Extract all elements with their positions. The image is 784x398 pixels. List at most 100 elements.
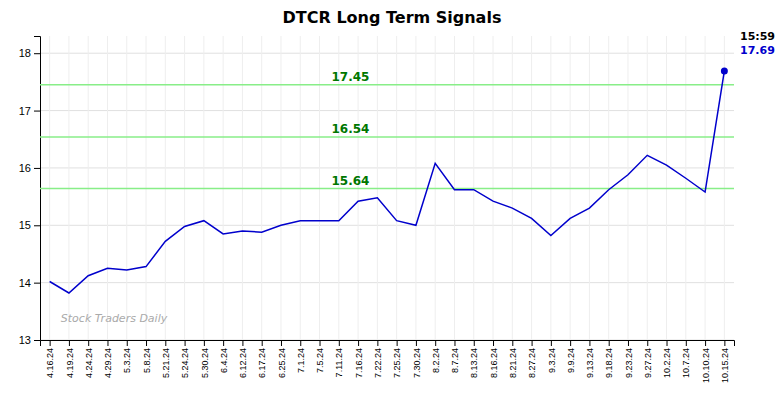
x-tick: 6.4.24 bbox=[219, 340, 229, 373]
x-tick-mark bbox=[127, 340, 128, 346]
x-tick-label: 9.3.24 bbox=[547, 348, 557, 373]
y-tick-mark bbox=[34, 168, 40, 169]
y-tick-mark bbox=[34, 340, 40, 341]
x-tick-label: 6.25.24 bbox=[277, 348, 287, 378]
x-tick: 8.16.24 bbox=[489, 340, 499, 378]
grid-line-y bbox=[40, 225, 734, 226]
grid-line-y bbox=[40, 282, 734, 283]
x-tick: 7.1.24 bbox=[296, 340, 306, 373]
x-tick-label: 9.9.24 bbox=[566, 348, 576, 373]
y-axis-line bbox=[34, 37, 41, 341]
grid-line-y bbox=[40, 53, 734, 54]
x-tick-label: 5.24.24 bbox=[180, 348, 190, 378]
y-tick: 13 bbox=[19, 334, 40, 346]
x-tick-label: 5.30.24 bbox=[200, 348, 210, 378]
y-tick-label: 16 bbox=[19, 162, 31, 174]
x-tick-mark bbox=[647, 340, 648, 346]
x-tick: 6.25.24 bbox=[277, 340, 287, 378]
x-tick-mark bbox=[185, 340, 186, 346]
x-tick-label: 9.23.24 bbox=[624, 348, 634, 378]
x-tick-label: 9.27.24 bbox=[643, 348, 653, 378]
x-tick: 5.30.24 bbox=[200, 340, 210, 378]
y-tick: 15 bbox=[19, 219, 40, 231]
x-tick: 9.3.24 bbox=[547, 340, 557, 373]
y-tick-label: 17 bbox=[19, 105, 31, 117]
x-tick: 7.11.24 bbox=[334, 340, 344, 377]
y-tick-label: 14 bbox=[19, 277, 31, 289]
plot: 4.16.24 4.19.24 4.24.24 4.29.24 5.3.24 5.8.24… bbox=[19, 30, 775, 383]
x-tick: 8.7.24 bbox=[450, 340, 460, 373]
x-tick-mark bbox=[454, 340, 455, 346]
x-tick-mark bbox=[512, 340, 513, 346]
x-tick-mark bbox=[493, 340, 494, 346]
x-tick-label: 4.16.24 bbox=[45, 348, 55, 378]
x-tick-label: 5.8.24 bbox=[142, 348, 152, 373]
x-tick: 4.24.24 bbox=[84, 340, 94, 378]
x-tick: 9.18.24 bbox=[604, 340, 614, 378]
annotation-time: 15:59 bbox=[740, 30, 775, 43]
x-tick: 9.13.24 bbox=[585, 340, 595, 378]
x-tick-mark bbox=[570, 340, 571, 346]
marks bbox=[40, 67, 734, 292]
x-tick: 4.16.24 bbox=[45, 340, 55, 378]
annotations: 15.6416.5417.4515:5917.69Stock Traders D… bbox=[61, 30, 775, 325]
y-tick-mark bbox=[34, 53, 40, 54]
title: DTCR Long Term Signals bbox=[283, 8, 502, 27]
x-tick-mark bbox=[281, 340, 282, 346]
x-tick-label: 9.18.24 bbox=[604, 348, 614, 378]
x-tick: 9.23.24 bbox=[624, 340, 634, 378]
hline bbox=[40, 136, 734, 138]
x-tick-mark bbox=[300, 340, 301, 346]
x-tick-label: 7.30.24 bbox=[412, 348, 422, 378]
y-tick-label: 13 bbox=[19, 334, 31, 346]
x-tick-label: 5.21.24 bbox=[161, 348, 171, 378]
x-tick-label: 4.29.24 bbox=[103, 348, 113, 378]
x-tick-label: 8.27.24 bbox=[527, 348, 537, 378]
x-tick-mark bbox=[88, 340, 89, 346]
x-tick: 6.12.24 bbox=[238, 340, 248, 378]
annotation-value: 17.69 bbox=[740, 44, 775, 57]
x-tick: 5.3.24 bbox=[122, 340, 132, 373]
x-tick: 8.13.24 bbox=[469, 340, 479, 378]
y-tick-mark bbox=[34, 283, 40, 284]
x-tick-label: 7.11.24 bbox=[334, 348, 344, 377]
x-tick-mark bbox=[724, 340, 725, 346]
grid bbox=[40, 36, 734, 340]
x-tick-mark bbox=[686, 340, 687, 346]
y-tick-label: 18 bbox=[19, 47, 31, 59]
x-tick-label: 6.17.24 bbox=[257, 348, 267, 378]
x-tick-mark bbox=[204, 340, 205, 346]
x-tick: 9.27.24 bbox=[643, 340, 653, 378]
x-tick-label: 5.3.24 bbox=[122, 348, 132, 373]
x-tick: 5.8.24 bbox=[142, 340, 152, 373]
x-tick-mark bbox=[628, 340, 629, 346]
x-tick-label: 8.2.24 bbox=[431, 348, 441, 373]
x-axis: 4.16.24 4.19.24 4.24.24 4.29.24 5.3.24 5.8.24… bbox=[41, 340, 735, 383]
y-tick: 16 bbox=[19, 162, 40, 174]
y-tick: 18 bbox=[19, 47, 40, 59]
hline-label: 15.64 bbox=[331, 174, 369, 188]
grid-line-y bbox=[40, 167, 734, 168]
x-tick-label: 7.16.24 bbox=[354, 348, 364, 378]
x-tick: 7.5.24 bbox=[315, 340, 325, 373]
x-tick: 10.10.24 bbox=[701, 340, 711, 383]
x-tick-label: 6.12.24 bbox=[238, 348, 248, 378]
x-tick: 7.16.24 bbox=[354, 340, 364, 378]
x-tick: 10.15.24 bbox=[720, 340, 730, 383]
x-tick-mark bbox=[320, 340, 321, 346]
x-tick-label: 4.19.24 bbox=[65, 348, 75, 378]
x-tick: 4.29.24 bbox=[103, 340, 113, 378]
x-tick-mark bbox=[416, 340, 417, 346]
x-tick-label: 8.21.24 bbox=[508, 348, 518, 378]
y-tick-mark bbox=[34, 111, 40, 112]
x-tick-mark bbox=[667, 340, 668, 346]
x-tick-mark bbox=[435, 340, 436, 346]
x-tick-mark bbox=[146, 340, 147, 346]
chart: DTCR Long Term Signals 4.16.24 4.19.24 4.24… bbox=[0, 0, 784, 398]
x-tick-label: 7.25.24 bbox=[392, 348, 402, 378]
x-tick-mark bbox=[377, 340, 378, 346]
hline-label: 17.45 bbox=[331, 70, 369, 84]
x-tick-mark bbox=[474, 340, 475, 346]
x-tick-label: 8.13.24 bbox=[469, 348, 479, 378]
x-tick-mark bbox=[165, 340, 166, 346]
